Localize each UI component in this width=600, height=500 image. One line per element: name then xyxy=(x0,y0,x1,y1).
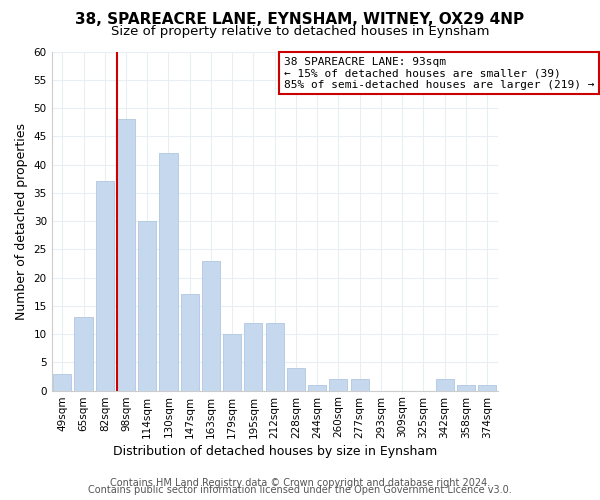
Text: 38, SPAREACRE LANE, EYNSHAM, WITNEY, OX29 4NP: 38, SPAREACRE LANE, EYNSHAM, WITNEY, OX2… xyxy=(76,12,524,28)
Bar xyxy=(350,380,368,390)
Bar xyxy=(436,380,454,390)
Bar xyxy=(457,385,475,390)
Y-axis label: Number of detached properties: Number of detached properties xyxy=(15,122,28,320)
Bar xyxy=(160,153,178,390)
Text: Contains HM Land Registry data © Crown copyright and database right 2024.: Contains HM Land Registry data © Crown c… xyxy=(110,478,490,488)
Bar xyxy=(329,380,347,390)
Bar xyxy=(117,120,135,390)
Bar xyxy=(202,260,220,390)
Bar xyxy=(266,323,284,390)
Bar xyxy=(74,317,92,390)
Bar xyxy=(478,385,496,390)
Bar xyxy=(96,182,114,390)
Bar xyxy=(181,294,199,390)
X-axis label: Distribution of detached houses by size in Eynsham: Distribution of detached houses by size … xyxy=(113,444,437,458)
Bar xyxy=(244,323,262,390)
Bar xyxy=(287,368,305,390)
Text: Size of property relative to detached houses in Eynsham: Size of property relative to detached ho… xyxy=(111,25,489,38)
Text: Contains public sector information licensed under the Open Government Licence v3: Contains public sector information licen… xyxy=(88,485,512,495)
Bar xyxy=(223,334,241,390)
Text: 38 SPAREACRE LANE: 93sqm
← 15% of detached houses are smaller (39)
85% of semi-d: 38 SPAREACRE LANE: 93sqm ← 15% of detach… xyxy=(284,56,594,90)
Bar xyxy=(53,374,71,390)
Bar xyxy=(308,385,326,390)
Bar xyxy=(138,221,156,390)
